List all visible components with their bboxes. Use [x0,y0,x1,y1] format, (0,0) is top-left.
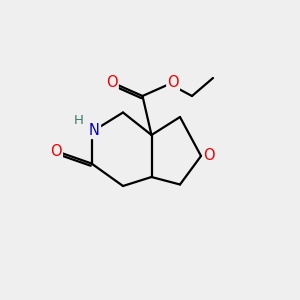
Text: N: N [89,123,100,138]
Text: O: O [50,144,62,159]
Text: O: O [106,75,118,90]
Text: O: O [204,148,215,164]
Text: H: H [74,114,84,127]
Text: O: O [167,75,179,90]
